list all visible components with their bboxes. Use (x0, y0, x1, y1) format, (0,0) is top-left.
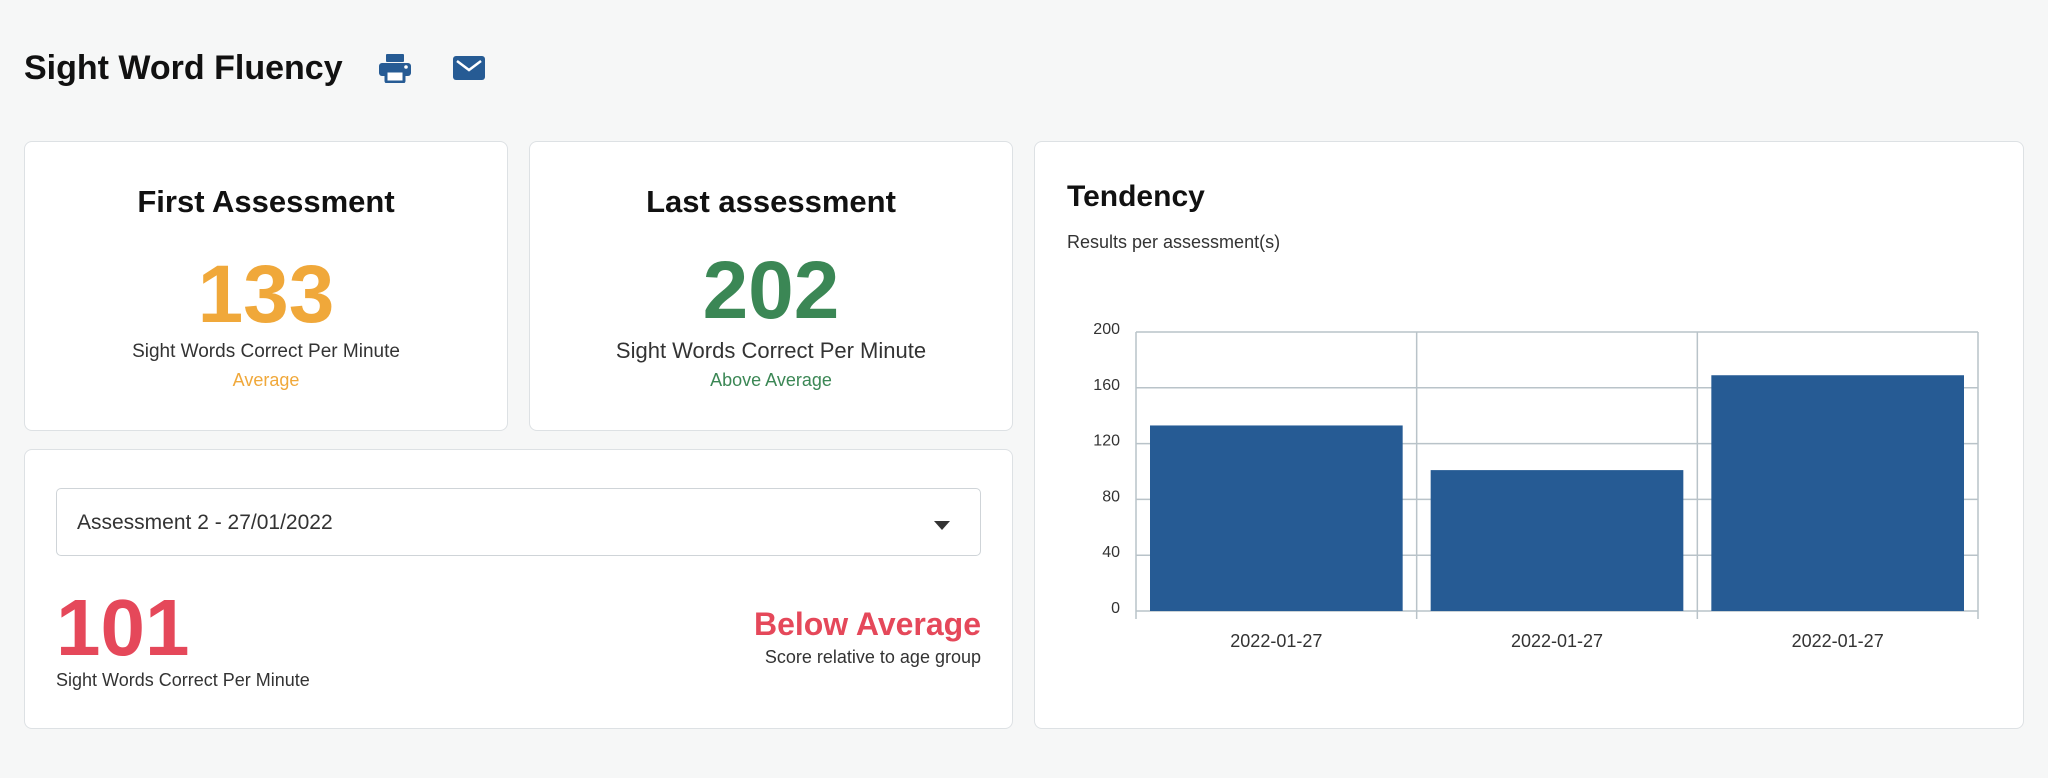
y-tick-label: 40 (1102, 544, 1120, 561)
bar (1150, 425, 1403, 611)
tendency-bar-chart: 0 40 80 120 160 200 2022-01-27 2022-01-27 2022-0… (1093, 321, 1979, 651)
chart-axis: 0 40 80 120 160 200 2022-01-27 2022-01-27 2022-0… (1093, 321, 1979, 651)
bar (1430, 470, 1684, 611)
first-assessment-card: First Assessment 133 Sight Words Correct… (24, 141, 508, 431)
page-title: Sight Word Fluency (24, 48, 343, 87)
x-tick-label: 2022-01-27 (1230, 631, 1322, 651)
x-tick-label: 2022-01-27 (1511, 631, 1603, 651)
print-button[interactable] (375, 48, 415, 88)
score-unit: Sight Words Correct Per Minute (615, 338, 927, 363)
y-tick-label: 80 (1102, 488, 1120, 505)
score-category: Average (232, 370, 300, 390)
last-assessment-card: Last assessment 202 Sight Words Correct … (529, 141, 1013, 431)
assessment-select-value: Assessment 2 - 27/01/2022 (77, 511, 333, 534)
y-tick-label: 0 (1111, 600, 1120, 617)
caret-down-icon (934, 521, 950, 530)
y-tick-label: 160 (1093, 377, 1120, 394)
chart-bars (1150, 375, 1964, 611)
email-button[interactable] (449, 48, 489, 88)
y-tick-label: 200 (1093, 321, 1120, 338)
card-title: Last assessment (646, 184, 896, 219)
score-unit: Sight Words Correct Per Minute (56, 670, 310, 690)
bar (1711, 375, 1964, 611)
selected-score-value: 101 (56, 583, 190, 672)
tendency-card: Tendency Results per assessment(s) 0 40 80… (1034, 141, 2024, 729)
score-unit: Sight Words Correct Per Minute (132, 341, 400, 362)
first-score-value: 133 (197, 249, 335, 340)
tendency-subtitle: Results per assessment(s) (1067, 232, 1281, 252)
printer-icon (379, 54, 411, 83)
assessment-select[interactable]: Assessment 2 - 27/01/2022 (56, 488, 981, 556)
selected-score-category: Below Average (753, 606, 981, 642)
y-tick-label: 120 (1093, 433, 1120, 450)
card-title: First Assessment (137, 184, 395, 219)
page-header: Sight Word Fluency (24, 40, 343, 96)
tendency-title: Tendency (1067, 180, 1205, 213)
last-score-value: 202 (702, 245, 840, 336)
x-tick-label: 2022-01-27 (1792, 631, 1884, 651)
category-note: Score relative to age group (764, 647, 981, 667)
envelope-icon (453, 56, 485, 80)
score-category: Above Average (710, 370, 832, 390)
